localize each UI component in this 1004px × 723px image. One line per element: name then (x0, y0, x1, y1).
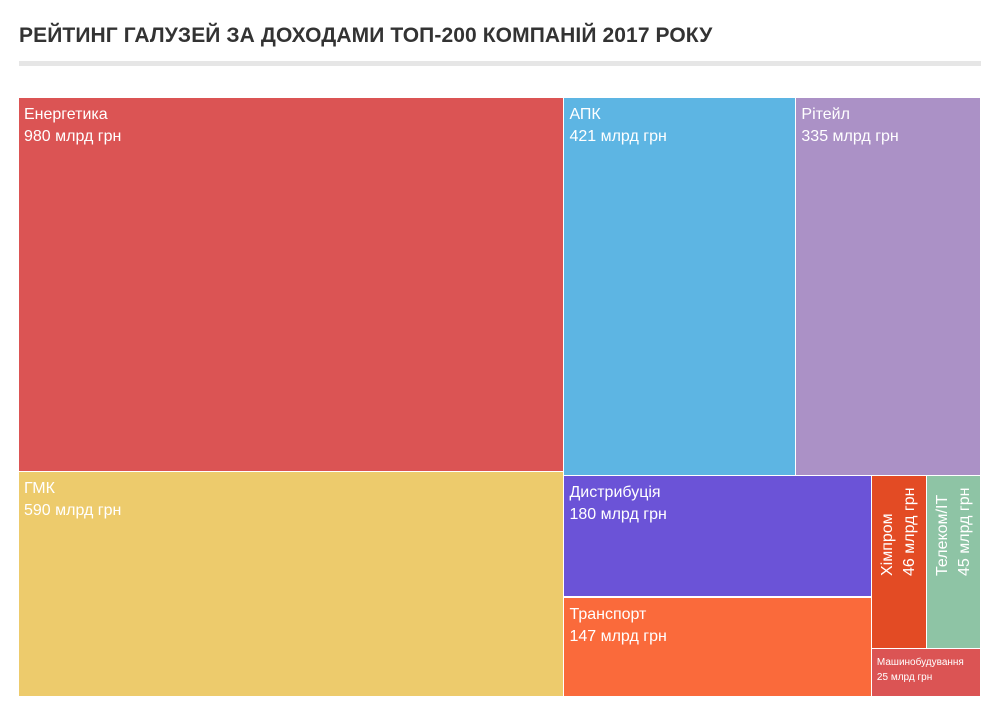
tile-name-label: Телеком/IT (933, 494, 951, 576)
tile-name-label: Енергетика (24, 106, 108, 123)
tile-value-label: 25 млрд грн (876, 672, 933, 684)
treemap-tile-транспорт: Транспорт 147 млрд грн (564, 597, 872, 697)
treemap-tile-гмк: ГМК 590 млрд грн (19, 471, 565, 697)
tile-name-label: Дистрибуція (569, 483, 661, 501)
treemap-tile-енергетика: Енергетика 980 млрд грн (19, 98, 565, 472)
tile-name-label: Рітейл (801, 106, 850, 123)
tile-value-label: 45 млрд грн (955, 487, 973, 576)
tile-value-label: 421 млрд грн (569, 128, 667, 145)
tile-name-label: Хімпром (878, 512, 896, 576)
title-divider (19, 61, 981, 66)
treemap-tile-рітейл: Рітейл 335 млрд грн (796, 98, 981, 476)
tile-name-label: АПК (569, 106, 601, 123)
tile-value-label: 980 млрд грн (24, 128, 122, 145)
treemap-chart: Енергетика 980 млрд грн ГМК 590 млрд грн АПК… (19, 98, 981, 697)
treemap-tile-дистрибуція: Дистрибуція 180 млрд грн (564, 475, 872, 598)
tile-value-label: 147 млрд грн (569, 627, 667, 645)
treemap-tile-телеком-it: Телеком/IT 45 млрд грн (927, 475, 981, 650)
tile-name-label: ГМК (24, 479, 55, 497)
tile-value-label: 180 млрд грн (569, 505, 667, 523)
tile-value-label: 590 млрд грн (24, 501, 122, 519)
treemap-tile-апк: АПК 421 млрд грн (564, 98, 797, 476)
treemap-tile-машинобудування: Машинобудування 25 млрд грн (871, 649, 981, 697)
tile-name-label: Транспорт (569, 605, 647, 623)
tile-value-label: 335 млрд грн (801, 128, 899, 145)
treemap-tile-хімпром: Хімпром 46 млрд грн (871, 475, 928, 650)
chart-title: РЕЙТИНГ ГАЛУЗЕЙ ЗА ДОХОДАМИ ТОП-200 КОМП… (19, 24, 713, 47)
tile-value-label: 46 млрд грн (900, 487, 918, 576)
tile-name-label: Машинобудування (876, 657, 964, 669)
